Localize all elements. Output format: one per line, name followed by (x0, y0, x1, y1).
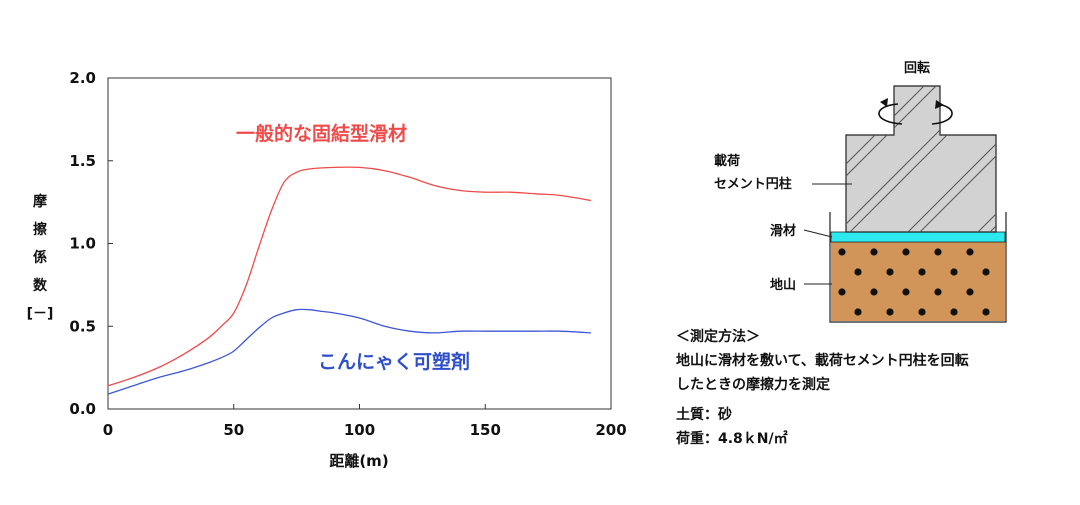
ground-particle (886, 268, 894, 276)
ground-particle (934, 248, 942, 256)
y-tick-label: 0.5 (69, 317, 96, 335)
soil-type: 土質：砂 (676, 407, 732, 423)
rotation-label: 回転 (904, 60, 930, 76)
ground-particle (870, 248, 878, 256)
y-axis-label: 摩 擦 係 数 [－] (27, 193, 54, 322)
ground-particle (870, 288, 878, 296)
measurement-diagram: 回転 載荷 セメント円柱 滑材 地山 (714, 60, 1007, 323)
measurement-method: ＜測定方法＞ 地山に滑材を敷いて、載荷セメント円柱を回転 したときの摩擦力を測定… (676, 325, 1071, 451)
x-tick-label: 200 (595, 421, 626, 439)
y-label-char: [－] (27, 306, 54, 322)
y-tick-label: 0.0 (69, 400, 96, 418)
lubricant-leader-line (803, 229, 833, 238)
y-tick-label: 2.0 (69, 69, 96, 87)
ground-particle (918, 268, 926, 276)
y-tick-label: 1.0 (69, 235, 96, 253)
ground-label: 地山 (770, 277, 796, 293)
ground-particle (854, 308, 862, 316)
ground-particle (838, 288, 846, 296)
ground-particle (950, 268, 958, 276)
load-label-line1: 載荷 (714, 153, 740, 169)
series-label-standard: 一般的な固結型滑材 (236, 122, 407, 145)
series-line-konjac (107, 308, 591, 395)
y-tick-label: 1.5 (69, 152, 96, 170)
ground-particle (966, 248, 974, 256)
cement-cylinder (845, 85, 997, 233)
ground-particle (886, 308, 894, 316)
ground-particle (934, 288, 942, 296)
method-line1: 地山に滑材を敷いて、載荷セメント円柱を回転 (676, 353, 969, 369)
ground-particle (902, 288, 910, 296)
series-lines (107, 166, 592, 395)
ground-particle (854, 268, 862, 276)
friction-chart: 0.0 0.5 1.0 1.5 2.0 0 50 100 150 200 一般的な固結型滑材 こ… (27, 69, 627, 470)
x-tick-label: 50 (223, 421, 244, 439)
x-tick-label: 0 (103, 421, 113, 439)
ground-block (831, 242, 1005, 321)
x-axis-label: 距離(m) (329, 452, 388, 470)
ground-particle (950, 308, 958, 316)
ground-particle (918, 308, 926, 316)
ground-particle (982, 268, 990, 276)
ground-particles (838, 248, 990, 316)
y-axis-ticks: 0.0 0.5 1.0 1.5 2.0 (69, 69, 113, 418)
method-line2: したときの摩擦力を測定 (676, 377, 830, 393)
ground-particle (838, 248, 846, 256)
ground-particle (902, 248, 910, 256)
load-value: 荷重：4.8ｋN/㎡ (676, 431, 788, 447)
rotation-arrow-icon (878, 98, 953, 125)
load-label-line2: セメント円柱 (714, 176, 792, 192)
ground-particle (966, 288, 974, 296)
container-outline (829, 212, 1007, 323)
y-label-char: 係 (33, 249, 47, 266)
series-label-konjac: こんにゃく可塑剤 (318, 350, 470, 373)
y-label-char: 数 (33, 277, 48, 294)
y-label-char: 摩 (33, 193, 48, 210)
lubricant-layer (830, 231, 1006, 243)
series-line-standard (107, 166, 592, 387)
x-tick-label: 150 (470, 421, 501, 439)
x-axis-ticks: 0 50 100 150 200 (103, 404, 627, 439)
y-label-char: 擦 (33, 221, 47, 238)
ground-particle (982, 308, 990, 316)
method-heading: ＜測定方法＞ (676, 329, 760, 345)
lubricant-label: 滑材 (770, 223, 796, 239)
x-tick-label: 100 (344, 421, 375, 439)
